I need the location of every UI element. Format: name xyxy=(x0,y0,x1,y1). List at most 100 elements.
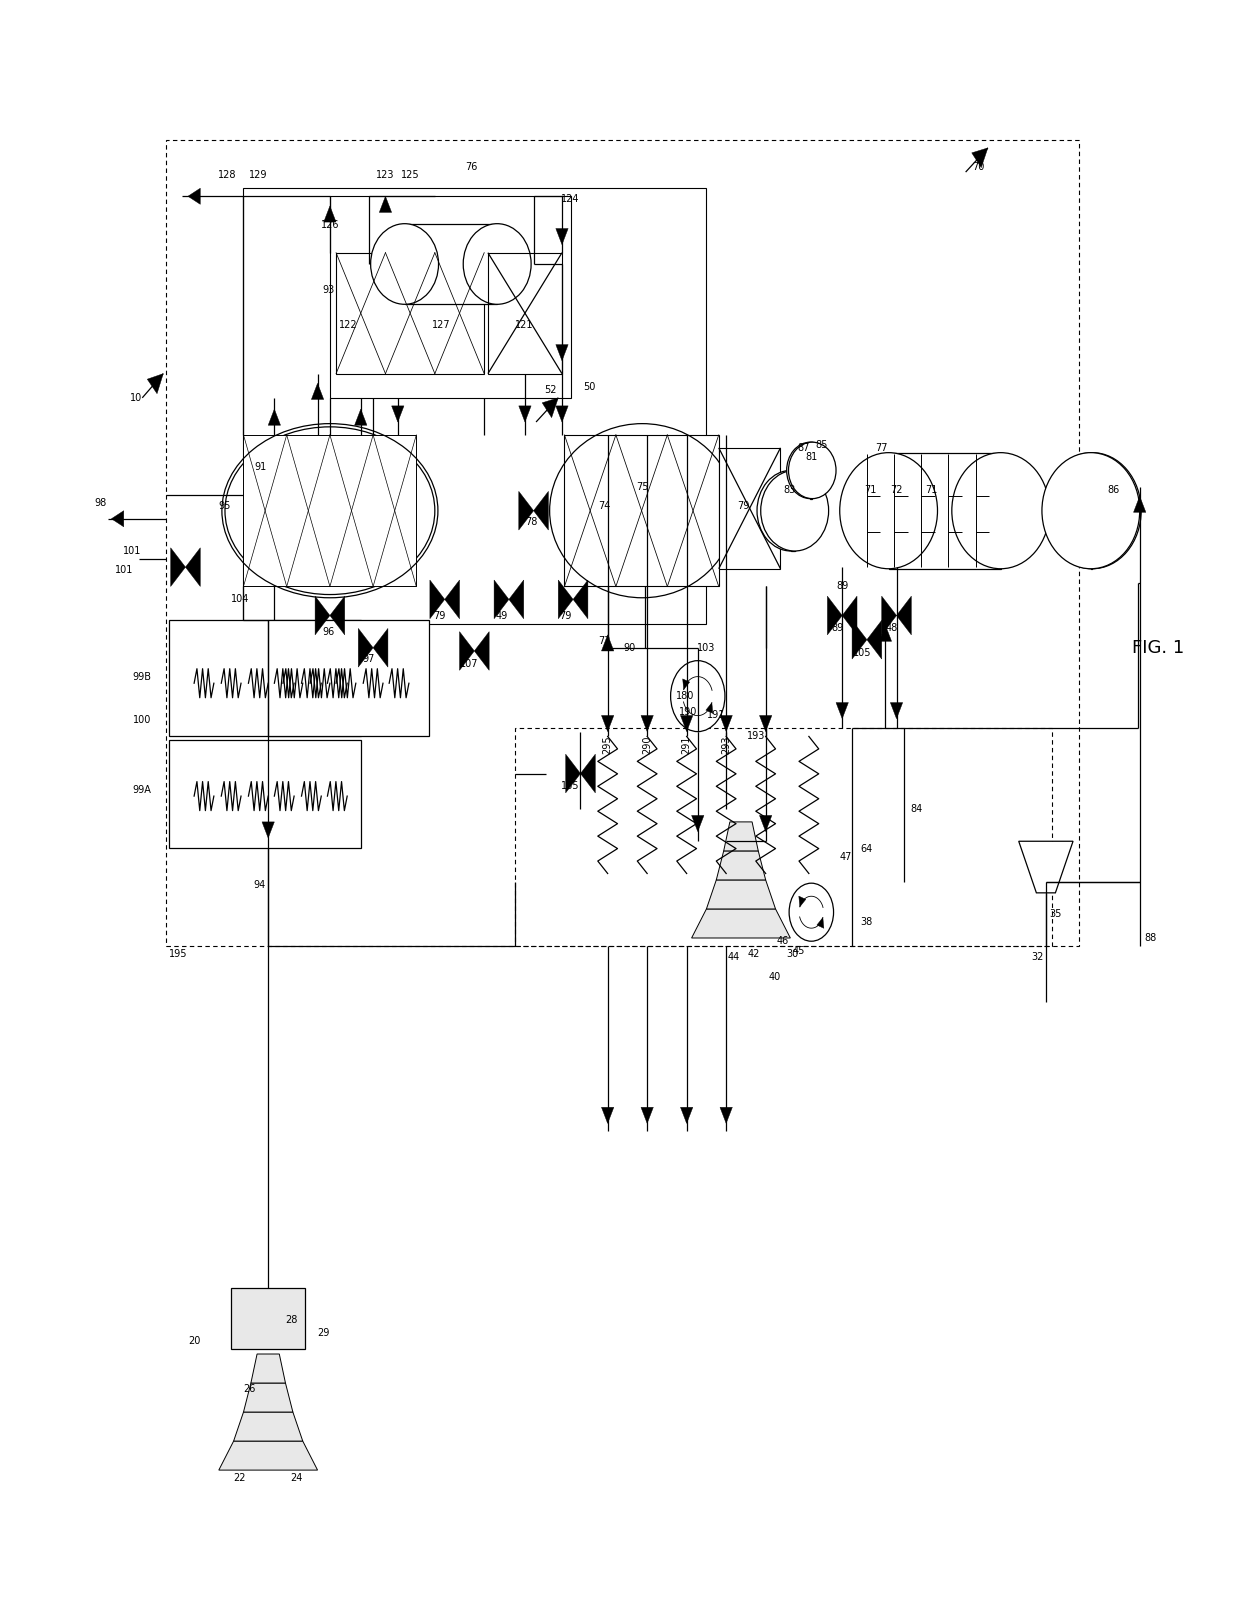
Polygon shape xyxy=(250,1354,285,1383)
Polygon shape xyxy=(542,398,558,417)
Bar xyxy=(330,196,570,398)
Text: 124: 124 xyxy=(562,194,580,204)
Text: 79: 79 xyxy=(559,610,572,621)
Text: 20: 20 xyxy=(188,1336,201,1346)
Bar xyxy=(889,453,1001,570)
Ellipse shape xyxy=(786,442,835,498)
Text: 107: 107 xyxy=(460,659,479,668)
Polygon shape xyxy=(533,492,548,531)
Ellipse shape xyxy=(760,471,828,552)
Text: 94: 94 xyxy=(253,880,265,890)
Text: 190: 190 xyxy=(678,707,697,717)
Text: 293: 293 xyxy=(722,735,732,754)
Circle shape xyxy=(671,660,725,731)
Polygon shape xyxy=(330,595,345,634)
Text: 81: 81 xyxy=(805,453,817,463)
Bar xyxy=(243,188,707,623)
Text: 129: 129 xyxy=(249,170,268,180)
Text: 97: 97 xyxy=(362,654,374,663)
Polygon shape xyxy=(475,631,489,670)
Polygon shape xyxy=(601,715,614,731)
Polygon shape xyxy=(392,406,404,422)
Ellipse shape xyxy=(839,453,937,570)
Polygon shape xyxy=(518,406,531,422)
Polygon shape xyxy=(494,579,508,618)
Text: 104: 104 xyxy=(231,594,249,605)
Polygon shape xyxy=(262,822,274,838)
Polygon shape xyxy=(355,409,367,426)
Polygon shape xyxy=(890,702,903,718)
Text: 185: 185 xyxy=(562,781,580,791)
Text: 22: 22 xyxy=(233,1472,246,1484)
Polygon shape xyxy=(720,1107,733,1123)
Text: 29: 29 xyxy=(317,1328,330,1338)
Polygon shape xyxy=(842,595,857,634)
Text: 72: 72 xyxy=(890,485,903,495)
Bar xyxy=(1091,453,1092,570)
Polygon shape xyxy=(867,620,882,659)
Text: 70: 70 xyxy=(972,162,985,172)
Bar xyxy=(243,435,417,586)
Text: 127: 127 xyxy=(432,320,450,330)
Text: 100: 100 xyxy=(133,715,151,725)
Polygon shape xyxy=(233,1413,303,1442)
Text: 24: 24 xyxy=(290,1472,303,1484)
Ellipse shape xyxy=(1043,453,1141,570)
Text: 101: 101 xyxy=(114,565,133,576)
Bar xyxy=(719,448,780,570)
Polygon shape xyxy=(445,579,460,618)
Polygon shape xyxy=(558,579,573,618)
Text: 44: 44 xyxy=(728,953,740,963)
Text: 45: 45 xyxy=(792,947,805,956)
Text: 71: 71 xyxy=(864,485,877,495)
Text: 122: 122 xyxy=(339,320,357,330)
Polygon shape xyxy=(268,409,280,426)
Polygon shape xyxy=(508,579,523,618)
Text: 96: 96 xyxy=(322,626,335,636)
Polygon shape xyxy=(1019,841,1073,893)
Text: 42: 42 xyxy=(748,950,760,959)
Text: 74: 74 xyxy=(598,502,610,511)
Polygon shape xyxy=(373,628,388,667)
Text: 79: 79 xyxy=(738,502,750,511)
Polygon shape xyxy=(556,345,568,361)
Text: 128: 128 xyxy=(218,170,237,180)
Polygon shape xyxy=(188,188,201,204)
Polygon shape xyxy=(379,196,392,212)
Bar xyxy=(268,620,429,736)
Text: FIG. 1: FIG. 1 xyxy=(1132,639,1184,657)
Text: 79: 79 xyxy=(434,610,446,621)
Text: 93: 93 xyxy=(322,285,335,294)
Text: 78: 78 xyxy=(525,518,537,527)
Bar xyxy=(170,620,361,736)
Polygon shape xyxy=(692,909,790,938)
Ellipse shape xyxy=(789,442,836,498)
Ellipse shape xyxy=(758,471,825,552)
Polygon shape xyxy=(692,815,704,832)
Text: 73: 73 xyxy=(598,636,610,646)
Text: 89: 89 xyxy=(836,581,848,592)
Bar xyxy=(515,728,1052,947)
Text: 26: 26 xyxy=(243,1385,255,1395)
Polygon shape xyxy=(882,595,897,634)
Ellipse shape xyxy=(224,427,435,594)
Text: 10: 10 xyxy=(130,393,143,403)
Polygon shape xyxy=(315,595,330,634)
Polygon shape xyxy=(556,406,568,422)
Polygon shape xyxy=(641,1107,653,1123)
Bar xyxy=(336,252,484,374)
Text: 98: 98 xyxy=(94,498,107,508)
Bar xyxy=(811,442,812,498)
Polygon shape xyxy=(580,754,595,793)
Polygon shape xyxy=(681,1107,693,1123)
Bar xyxy=(487,252,562,374)
Polygon shape xyxy=(972,147,988,168)
Text: 75: 75 xyxy=(636,482,649,492)
Text: 47: 47 xyxy=(839,853,852,862)
Text: 180: 180 xyxy=(676,691,694,701)
Polygon shape xyxy=(601,634,614,650)
Ellipse shape xyxy=(952,453,1049,570)
Text: 30: 30 xyxy=(786,950,799,959)
Polygon shape xyxy=(724,822,758,851)
Polygon shape xyxy=(720,715,733,731)
